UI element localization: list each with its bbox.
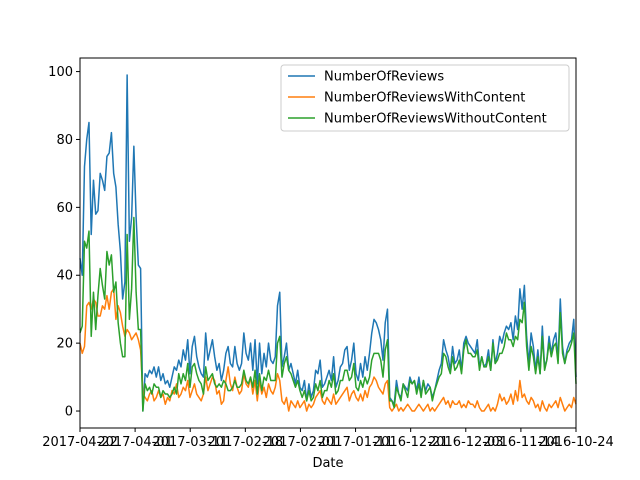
x-tick-label: 2017-02-18 — [208, 435, 284, 450]
legend-entry-label: NumberOfReviewsWithContent — [324, 91, 525, 106]
y-axis: 0 20 40 60 80 100 — [48, 65, 80, 420]
x-tick-label: 2017-03-11 — [152, 435, 228, 450]
x-tick-label: 2017-04-01 — [97, 435, 173, 450]
x-tick-label: 2016-10-24 — [538, 435, 614, 450]
y-tick-label: 20 — [56, 337, 73, 352]
series-line-1 — [79, 288, 577, 412]
legend-entry-label: NumberOfReviewsWithoutContent — [324, 112, 547, 127]
y-tick-label: 100 — [48, 65, 73, 80]
plot-frame — [79, 57, 577, 429]
y-tick-label: 80 — [56, 133, 73, 148]
legend: NumberOfReviews NumberOfReviewsWithConten… — [280, 64, 570, 132]
legend-box — [280, 64, 570, 132]
y-tick-label: 0 — [65, 405, 73, 420]
x-tick-label: 2016-12-03 — [428, 435, 504, 450]
x-tick-label: 2016-11-14 — [483, 435, 559, 450]
x-tick-label: 2016-12-21 — [373, 435, 449, 450]
y-tick-label: 40 — [56, 269, 73, 284]
x-tick-label: 2017-04-22 — [42, 435, 118, 450]
series-line-2 — [79, 216, 577, 412]
x-axis: 2017-04-222017-04-012017-03-112017-02-18… — [42, 428, 614, 450]
series-layer — [79, 74, 577, 412]
x-tick-label: 2017-01-11 — [318, 435, 394, 450]
y-tick-label: 60 — [56, 201, 73, 216]
x-axis-label: Date — [312, 456, 343, 471]
x-tick-label: 2017-02-01 — [263, 435, 339, 450]
legend-entry-label: NumberOfReviews — [324, 70, 444, 85]
